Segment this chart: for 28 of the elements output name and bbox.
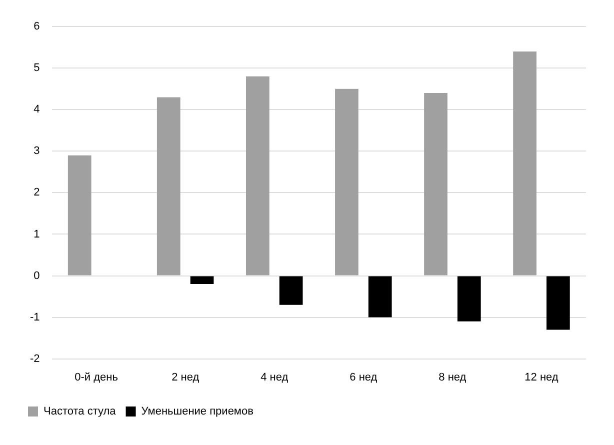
bar — [368, 276, 392, 318]
y-tick-label: -1 — [30, 311, 40, 324]
y-tick-label: 2 — [34, 186, 40, 199]
y-tick-label: -2 — [30, 352, 40, 365]
bar — [335, 88, 358, 276]
y-tick-label: 3 — [34, 145, 40, 158]
bar — [68, 155, 92, 276]
bar — [546, 276, 570, 330]
y-tick-label: 0 — [34, 270, 40, 282]
x-tick-label: 6 нед — [350, 371, 378, 384]
y-tick-label: 4 — [34, 104, 40, 116]
legend-label: Уменьшение приемов — [141, 406, 254, 418]
bar — [457, 276, 481, 322]
y-tick-label: 5 — [34, 62, 40, 74]
x-tick-label: 12 нед — [524, 371, 559, 384]
bar — [246, 76, 270, 276]
bar — [156, 97, 180, 276]
x-tick-label: 8 нед — [438, 371, 467, 384]
bar — [513, 52, 536, 276]
y-tick-label: 6 — [34, 20, 40, 33]
legend-label: Частота стула — [44, 406, 117, 418]
y-tick-label: 1 — [34, 228, 40, 240]
x-tick-label: 2 нед — [172, 371, 200, 384]
bar — [424, 93, 448, 276]
x-tick-label: 4 нед — [260, 371, 289, 384]
bar — [279, 276, 303, 305]
x-tick-label: 0-й день — [74, 371, 118, 384]
bar — [190, 276, 214, 284]
